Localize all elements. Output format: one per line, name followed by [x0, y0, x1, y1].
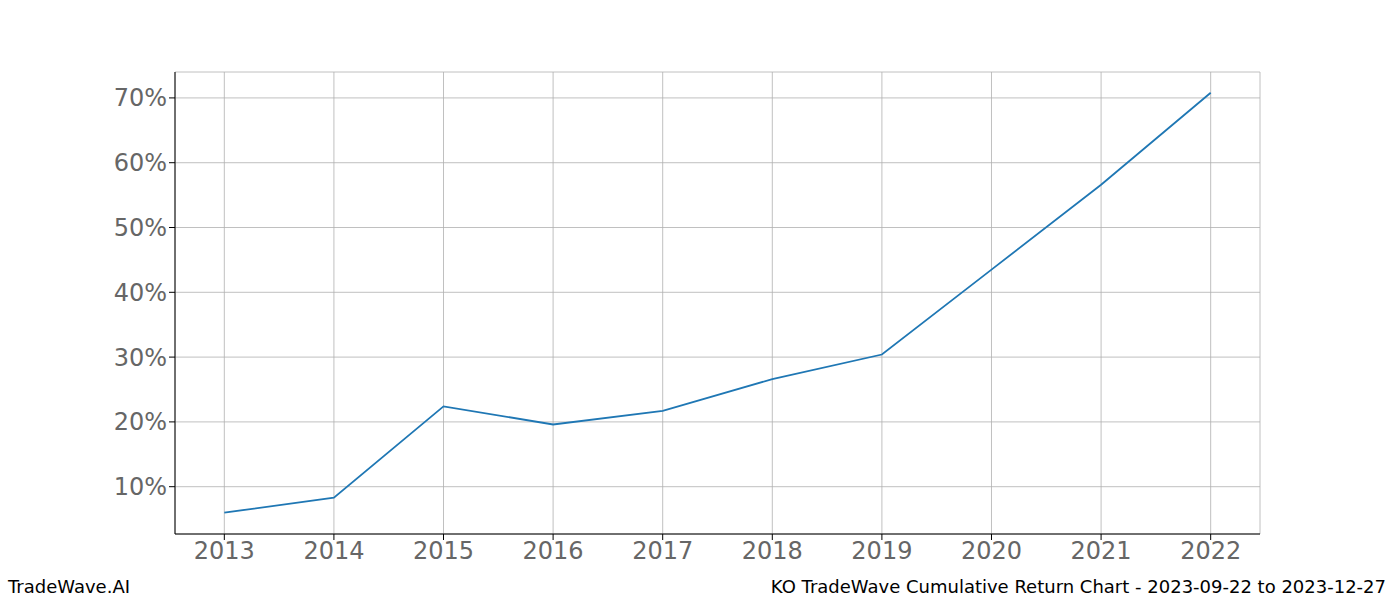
svg-text:30%: 30% [114, 344, 167, 372]
svg-text:10%: 10% [114, 473, 167, 501]
svg-text:2014: 2014 [303, 537, 364, 565]
svg-text:2021: 2021 [1071, 537, 1132, 565]
svg-text:20%: 20% [114, 408, 167, 436]
svg-text:60%: 60% [114, 149, 167, 177]
svg-text:2020: 2020 [961, 537, 1022, 565]
svg-text:2015: 2015 [413, 537, 474, 565]
svg-text:40%: 40% [114, 279, 167, 307]
svg-text:50%: 50% [114, 214, 167, 242]
svg-text:2019: 2019 [851, 537, 912, 565]
svg-text:2018: 2018 [742, 537, 803, 565]
html-text:TradeWave.AI: TradeWave.AI [8, 576, 130, 597]
svg-text:2022: 2022 [1180, 537, 1241, 565]
html-text:KO TradeWave Cumulative Return: KO TradeWave Cumulative Return Chart - 2… [770, 576, 1386, 597]
svg-text:70%: 70% [114, 84, 167, 112]
svg-text:2017: 2017 [632, 537, 693, 565]
svg-text:2013: 2013 [194, 537, 255, 565]
svg-text:2016: 2016 [523, 537, 584, 565]
